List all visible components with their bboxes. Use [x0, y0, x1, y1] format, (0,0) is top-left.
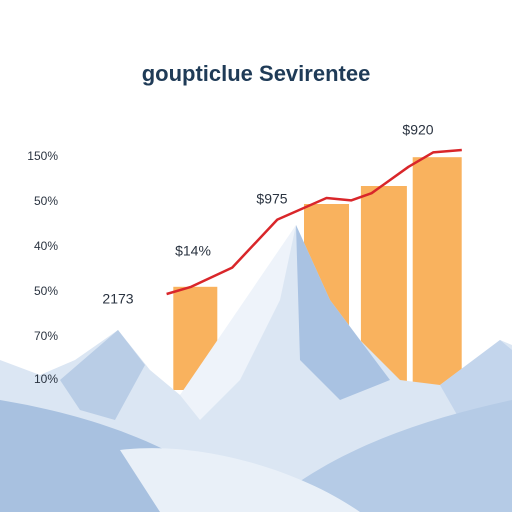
data-label: 2173	[102, 291, 133, 307]
y-axis-label: 40%	[34, 239, 58, 253]
data-label: $920	[402, 122, 433, 138]
y-axis-label: 50%	[34, 194, 58, 208]
bar	[412, 157, 462, 390]
y-axis-label: 150%	[27, 149, 58, 163]
y-axis-label: 70%	[34, 329, 58, 343]
trend-line	[166, 148, 462, 296]
data-label: $14%	[175, 243, 211, 259]
y-axis-label: 10%	[34, 372, 58, 386]
mountains	[0, 225, 512, 512]
chart-title: goupticlue Sevirentee	[142, 61, 371, 86]
y-axis-label: 50%	[34, 284, 58, 298]
data-label: $975	[256, 191, 287, 207]
